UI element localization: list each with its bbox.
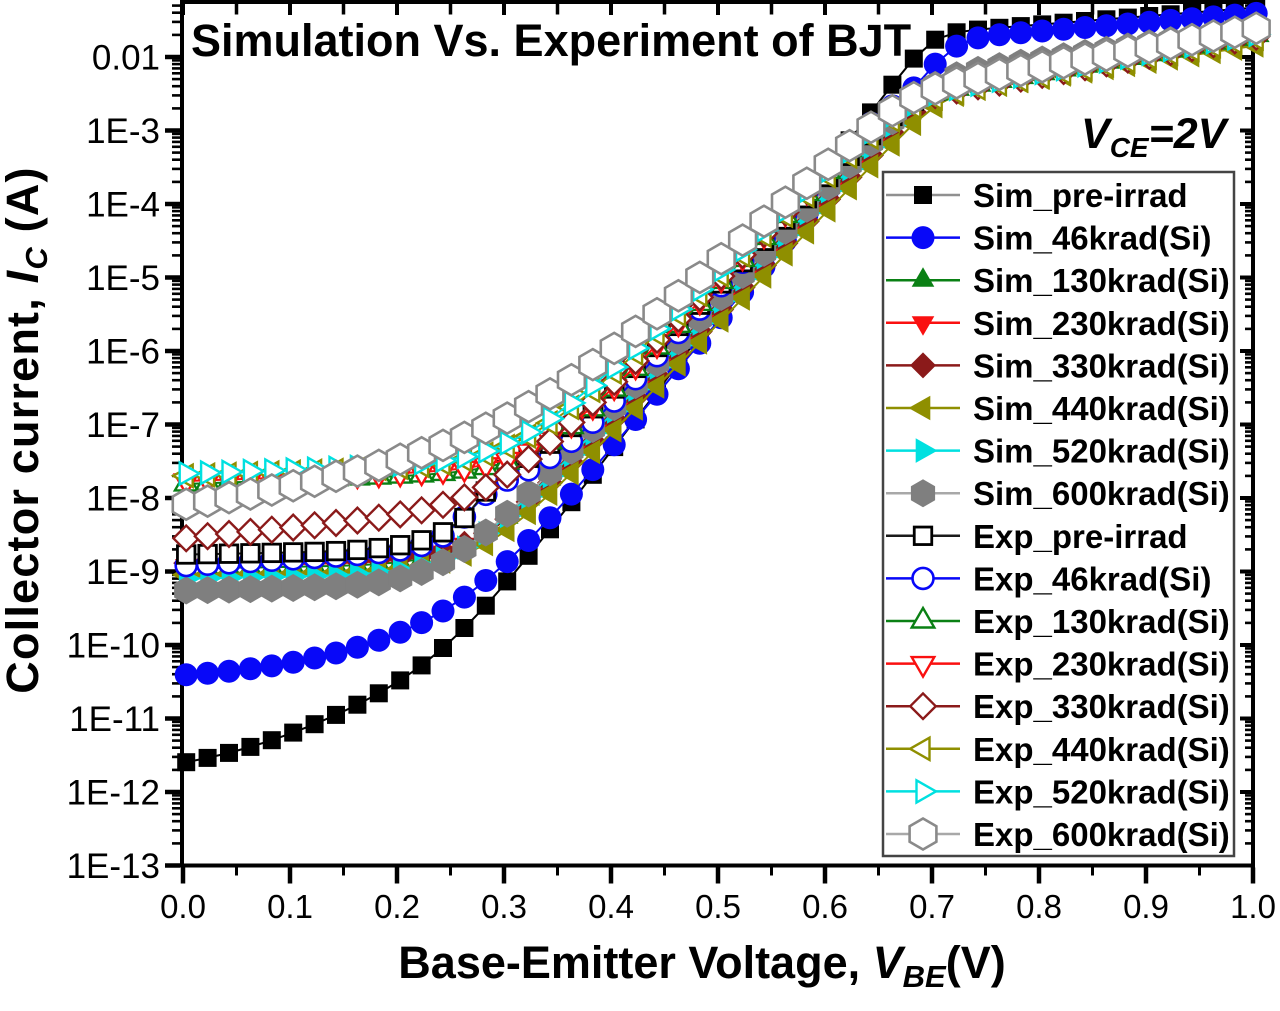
svg-text:0.5: 0.5	[695, 888, 741, 925]
svg-text:Exp_330krad(Si): Exp_330krad(Si)	[973, 688, 1230, 725]
svg-text:1E-4: 1E-4	[86, 186, 160, 225]
svg-text:Sim_230krad(Si): Sim_230krad(Si)	[973, 305, 1230, 342]
svg-text:0.3: 0.3	[481, 888, 527, 925]
svg-text:Exp_520krad(Si): Exp_520krad(Si)	[973, 773, 1230, 810]
svg-text:0.2: 0.2	[374, 888, 420, 925]
svg-text:Simulation Vs. Experiment of B: Simulation Vs. Experiment of BJT	[191, 15, 911, 66]
svg-text:Sim_130krad(Si): Sim_130krad(Si)	[973, 262, 1230, 299]
svg-text:1E-7: 1E-7	[86, 406, 160, 445]
svg-text:1E-10: 1E-10	[67, 627, 160, 666]
svg-text:Exp_440krad(Si): Exp_440krad(Si)	[973, 731, 1230, 768]
svg-text:Sim_330krad(Si): Sim_330krad(Si)	[973, 347, 1230, 384]
svg-text:Sim_520krad(Si): Sim_520krad(Si)	[973, 433, 1230, 470]
svg-text:1E-12: 1E-12	[67, 774, 160, 813]
svg-text:Exp_230krad(Si): Exp_230krad(Si)	[973, 646, 1230, 683]
svg-text:1E-9: 1E-9	[86, 553, 160, 592]
svg-text:0.6: 0.6	[802, 888, 848, 925]
svg-text:Sim_440krad(Si): Sim_440krad(Si)	[973, 390, 1230, 427]
svg-text:Sim_46krad(Si): Sim_46krad(Si)	[973, 220, 1211, 257]
svg-text:0.01: 0.01	[92, 39, 160, 78]
svg-text:1E-13: 1E-13	[67, 847, 160, 886]
svg-text:Exp_130krad(Si): Exp_130krad(Si)	[973, 603, 1230, 640]
svg-text:0.9: 0.9	[1123, 888, 1169, 925]
svg-text:Collector current, IC (A): Collector current, IC (A)	[0, 166, 54, 693]
svg-text:1E-6: 1E-6	[86, 333, 160, 372]
svg-text:Exp_pre-irrad: Exp_pre-irrad	[973, 518, 1188, 555]
svg-text:Exp_600krad(Si): Exp_600krad(Si)	[973, 816, 1230, 853]
svg-text:1E-5: 1E-5	[86, 259, 160, 298]
svg-text:0.7: 0.7	[909, 888, 955, 925]
svg-text:Sim_600krad(Si): Sim_600krad(Si)	[973, 475, 1230, 512]
svg-text:1E-8: 1E-8	[86, 480, 160, 519]
svg-text:0.1: 0.1	[267, 888, 313, 925]
svg-text:Sim_pre-irrad: Sim_pre-irrad	[973, 177, 1188, 214]
svg-text:0.4: 0.4	[588, 888, 634, 925]
svg-text:1.0: 1.0	[1230, 888, 1276, 925]
svg-text:0.0: 0.0	[160, 888, 206, 925]
svg-text:Exp_46krad(Si): Exp_46krad(Si)	[973, 560, 1211, 597]
svg-text:VCE=2V: VCE=2V	[1081, 110, 1230, 163]
svg-text:1E-11: 1E-11	[69, 700, 160, 739]
svg-text:1E-3: 1E-3	[86, 112, 160, 151]
svg-text:0.8: 0.8	[1016, 888, 1062, 925]
